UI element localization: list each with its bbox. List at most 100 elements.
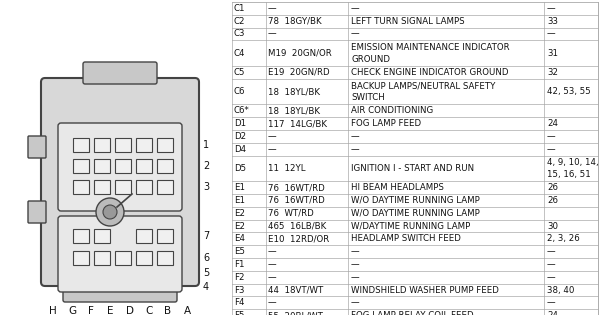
FancyBboxPatch shape — [58, 123, 182, 211]
Text: 26: 26 — [547, 196, 558, 205]
FancyBboxPatch shape — [41, 78, 199, 286]
Text: D1: D1 — [234, 119, 246, 128]
Text: 44  18VT/WT: 44 18VT/WT — [268, 285, 323, 295]
Text: —: — — [351, 132, 359, 141]
Text: 78  18GY/BK: 78 18GY/BK — [268, 17, 322, 26]
Bar — [232, 15, 598, 28]
Bar — [232, 66, 598, 79]
Bar — [232, 232, 598, 245]
Text: —: — — [268, 273, 277, 282]
Text: 2: 2 — [203, 161, 209, 171]
Bar — [136, 180, 152, 194]
Text: F3: F3 — [234, 285, 245, 295]
Bar — [232, 117, 598, 130]
Bar — [232, 258, 598, 271]
Bar — [232, 104, 598, 117]
Text: C6: C6 — [234, 87, 245, 96]
Text: G: G — [68, 306, 76, 315]
Text: —: — — [547, 30, 556, 38]
Text: 30: 30 — [547, 221, 558, 231]
Text: M19  20GN/OR: M19 20GN/OR — [268, 49, 332, 58]
Text: —: — — [351, 298, 359, 307]
Bar — [136, 159, 152, 173]
Bar — [94, 251, 110, 265]
Text: —: — — [268, 4, 277, 13]
Text: F5: F5 — [234, 311, 245, 315]
Text: E2: E2 — [234, 221, 245, 231]
Text: —: — — [547, 132, 556, 141]
Text: E: E — [107, 306, 113, 315]
Bar — [232, 181, 598, 194]
Text: E1: E1 — [234, 183, 245, 192]
Text: F: F — [88, 306, 94, 315]
Text: FOG LAMP RELAY COIL FEED: FOG LAMP RELAY COIL FEED — [351, 311, 473, 315]
Bar — [232, 79, 598, 104]
FancyBboxPatch shape — [63, 280, 177, 302]
Text: 33: 33 — [547, 17, 558, 26]
Text: F4: F4 — [234, 298, 245, 307]
Text: C6*: C6* — [234, 106, 250, 115]
Text: 26: 26 — [547, 183, 558, 192]
Text: E5: E5 — [234, 247, 245, 256]
Bar — [115, 180, 131, 194]
Bar — [232, 271, 598, 284]
Text: —: — — [268, 260, 277, 269]
Text: W/O DAYTIME RUNNING LAMP: W/O DAYTIME RUNNING LAMP — [351, 209, 480, 218]
Text: —: — — [351, 247, 359, 256]
Text: 5: 5 — [203, 268, 209, 278]
Text: 24: 24 — [547, 311, 558, 315]
FancyBboxPatch shape — [28, 136, 46, 158]
Text: —: — — [268, 298, 277, 307]
Text: W/O DAYTIME RUNNING LAMP: W/O DAYTIME RUNNING LAMP — [351, 196, 480, 205]
Text: F1: F1 — [234, 260, 245, 269]
Text: 3: 3 — [203, 182, 209, 192]
Text: EMISSION MAINTENANCE INDICATOR: EMISSION MAINTENANCE INDICATOR — [351, 43, 509, 52]
Text: 11  12YL: 11 12YL — [268, 164, 305, 173]
Bar — [115, 251, 131, 265]
Text: —: — — [268, 247, 277, 256]
FancyBboxPatch shape — [83, 62, 157, 84]
Bar — [115, 138, 131, 152]
Text: C5: C5 — [234, 68, 245, 77]
Text: SWITCH: SWITCH — [351, 93, 385, 102]
Text: B: B — [164, 306, 172, 315]
Text: C2: C2 — [234, 17, 245, 26]
Text: WINDSHIELD WASHER PUMP FEED: WINDSHIELD WASHER PUMP FEED — [351, 285, 499, 295]
Text: D4: D4 — [234, 145, 246, 154]
Text: 31: 31 — [547, 49, 558, 58]
Text: —: — — [547, 273, 556, 282]
Bar — [73, 251, 89, 265]
Text: 2, 3, 26: 2, 3, 26 — [547, 234, 580, 243]
Text: E2: E2 — [234, 209, 245, 218]
Text: A: A — [184, 306, 191, 315]
Bar — [232, 309, 598, 315]
Text: —: — — [547, 298, 556, 307]
Text: —: — — [547, 247, 556, 256]
Text: 4: 4 — [203, 282, 209, 292]
Text: CHECK ENGINE INDICATOR GROUND: CHECK ENGINE INDICATOR GROUND — [351, 68, 509, 77]
Text: D2: D2 — [234, 132, 246, 141]
Text: HEADLAMP SWITCH FEED: HEADLAMP SWITCH FEED — [351, 234, 461, 243]
Bar — [94, 138, 110, 152]
Text: 18  18YL/BK: 18 18YL/BK — [268, 106, 320, 115]
Text: —: — — [547, 145, 556, 154]
Text: BACKUP LAMPS/NEUTRAL SAFETY: BACKUP LAMPS/NEUTRAL SAFETY — [351, 81, 496, 90]
Bar — [157, 251, 173, 265]
Text: D5: D5 — [234, 164, 246, 173]
Bar — [136, 229, 152, 243]
Text: GROUND: GROUND — [351, 54, 390, 64]
FancyBboxPatch shape — [28, 201, 46, 223]
Bar — [232, 143, 598, 156]
Text: 42, 53, 55: 42, 53, 55 — [547, 87, 591, 96]
Text: —: — — [351, 260, 359, 269]
Text: IGNITION I - START AND RUN: IGNITION I - START AND RUN — [351, 164, 474, 173]
Text: E10  12RD/OR: E10 12RD/OR — [268, 234, 329, 243]
Text: C1: C1 — [234, 4, 245, 13]
Text: C3: C3 — [234, 30, 245, 38]
Bar — [73, 159, 89, 173]
Text: E1: E1 — [234, 196, 245, 205]
Text: —: — — [351, 4, 359, 13]
Text: 76  16WT/RD: 76 16WT/RD — [268, 183, 325, 192]
Text: —: — — [268, 132, 277, 141]
Text: F2: F2 — [234, 273, 245, 282]
